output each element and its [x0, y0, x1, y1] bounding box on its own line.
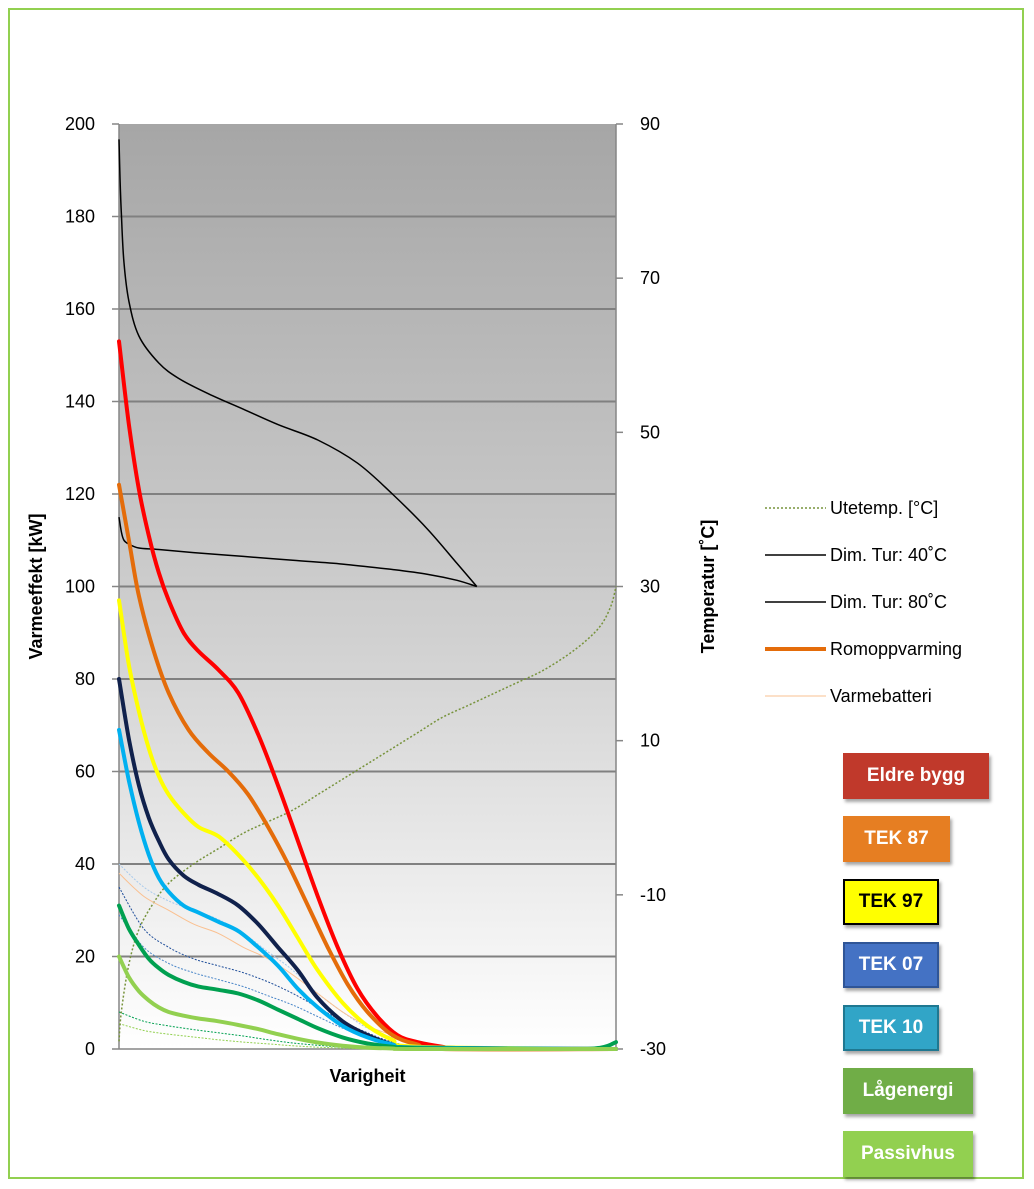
badge-tek-87: TEK 87: [843, 816, 950, 862]
badge-eldre-bygg: Eldre bygg: [843, 753, 989, 799]
y2-tick-label: 50: [640, 422, 660, 442]
y-tick-label: 120: [65, 484, 95, 504]
badge-la-genergi: Lågenergi: [843, 1068, 973, 1114]
legend-label: Utetemp. [°C]: [830, 498, 938, 518]
y-tick-label: 20: [75, 947, 95, 967]
y-tick-label: 40: [75, 854, 95, 874]
y-tick-label: 60: [75, 762, 95, 782]
y-tick-label: 80: [75, 669, 95, 689]
legend-label: Varmebatteri: [830, 686, 932, 706]
y-tick-label: 140: [65, 392, 95, 412]
y-tick-label: 160: [65, 299, 95, 319]
x-axis-title: Varigheit: [329, 1066, 405, 1086]
y-tick-label: 0: [85, 1039, 95, 1059]
y2-tick-label: -10: [640, 885, 666, 905]
badge-tek-97: TEK 97: [843, 879, 939, 925]
legend-label: Dim. Tur: 80˚C: [830, 592, 947, 612]
y2-tick-label: 10: [640, 731, 660, 751]
badge-tek-10: TEK 10: [843, 1005, 939, 1051]
y2-tick-label: -30: [640, 1039, 666, 1059]
badge-passivhus: Passivhus: [843, 1131, 973, 1177]
y2-tick-label: 90: [640, 114, 660, 134]
legend-label: Romoppvarming: [830, 639, 962, 659]
y-tick-label: 100: [65, 577, 95, 597]
y-tick-label: 180: [65, 207, 95, 227]
y-axis-title: Varmeeffekt [kW]: [26, 513, 46, 659]
y2-tick-label: 30: [640, 577, 660, 597]
badge-tek-07: TEK 07: [843, 942, 939, 988]
y2-axis-title: Temperatur [˚C]: [698, 520, 718, 654]
legend-label: Dim. Tur: 40˚C: [830, 545, 947, 565]
y-tick-label: 200: [65, 114, 95, 134]
y2-tick-label: 70: [640, 268, 660, 288]
